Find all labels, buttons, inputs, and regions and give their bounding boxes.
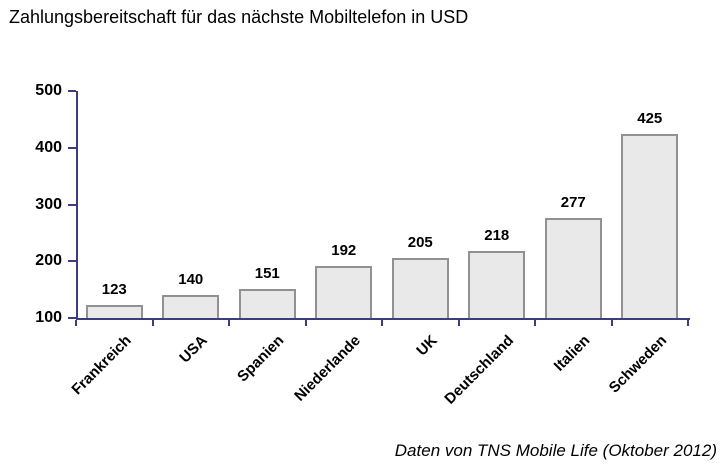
y-axis-tick-label: 500 — [35, 82, 62, 99]
x-axis-category-label: Schweden — [605, 332, 670, 397]
y-axis-tick — [68, 146, 76, 149]
x-axis-tick — [381, 320, 383, 326]
y-axis-tick — [68, 317, 76, 319]
y-axis-tick-label: 300 — [35, 195, 62, 213]
bar — [391, 258, 449, 318]
x-axis-line — [76, 318, 690, 320]
chart-title: Zahlungsbereitschaft für das nächste Mob… — [9, 7, 469, 27]
bar-value-label: 218 — [484, 227, 510, 244]
x-axis-tick — [304, 320, 307, 326]
y-axis-tick — [68, 90, 76, 92]
bar-value-label: 192 — [331, 242, 357, 259]
bar — [162, 295, 220, 318]
bar-value-label: 151 — [254, 265, 280, 282]
x-axis-category-label: USA — [176, 332, 211, 367]
bar — [621, 134, 679, 318]
x-axis-category-label: Frankreich — [67, 332, 135, 399]
bar-value-label: 205 — [407, 234, 433, 251]
bar-value-label: 425 — [637, 110, 663, 127]
y-axis-tick — [68, 203, 76, 206]
x-axis-category-label: UK — [412, 332, 441, 360]
x-axis-tick — [534, 320, 536, 326]
bar — [238, 289, 296, 318]
bar-value-label: 140 — [178, 271, 204, 288]
x-axis-tick — [687, 320, 689, 326]
y-axis-tick-label: 400 — [35, 138, 62, 156]
x-axis-tick — [228, 320, 230, 326]
x-axis-category-label: Italien — [550, 332, 594, 375]
source-note: Daten von TNS Mobile Life (Oktober 2012) — [394, 441, 717, 460]
x-axis-category-label: Niederlande — [290, 332, 364, 405]
bar-value-label: 123 — [101, 281, 127, 298]
bar — [85, 305, 143, 318]
bar-value-label: 277 — [560, 194, 586, 211]
y-axis-tick — [68, 260, 76, 263]
x-axis-category-label: Spanien — [233, 332, 288, 386]
x-axis-tick — [457, 320, 460, 326]
x-axis-tick — [610, 320, 613, 326]
x-axis-tick — [75, 320, 77, 326]
x-axis-tick — [151, 320, 154, 326]
bar — [544, 218, 602, 318]
y-axis-tick-label: 100 — [35, 309, 62, 326]
bar — [315, 266, 373, 318]
y-axis-tick-label: 200 — [35, 252, 62, 270]
y-axis-line — [76, 91, 78, 320]
x-axis-category-label: Deutschland — [441, 332, 517, 408]
bar — [468, 251, 526, 318]
